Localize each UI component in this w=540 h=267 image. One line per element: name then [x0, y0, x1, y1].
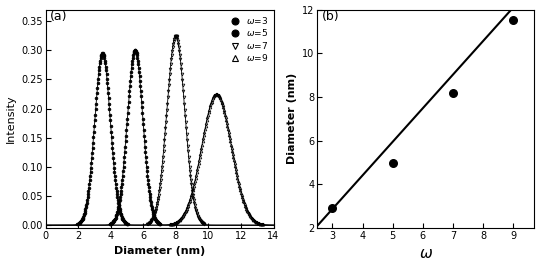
Point: [509, 18, 518, 23]
X-axis label: Diameter (nm): Diameter (nm): [114, 246, 205, 256]
Point: [328, 206, 337, 211]
Y-axis label: Diameter (nm): Diameter (nm): [287, 73, 296, 164]
Y-axis label: Intensity: Intensity: [5, 95, 16, 143]
Legend: $\omega$=3, $\omega$=5, $\omega$=7, $\omega$=9: $\omega$=3, $\omega$=5, $\omega$=7, $\om…: [225, 14, 269, 64]
Text: (b): (b): [322, 10, 339, 22]
Point: [449, 91, 457, 95]
Point: [388, 160, 397, 165]
Text: (a): (a): [50, 10, 68, 22]
X-axis label: ω: ω: [420, 246, 432, 261]
